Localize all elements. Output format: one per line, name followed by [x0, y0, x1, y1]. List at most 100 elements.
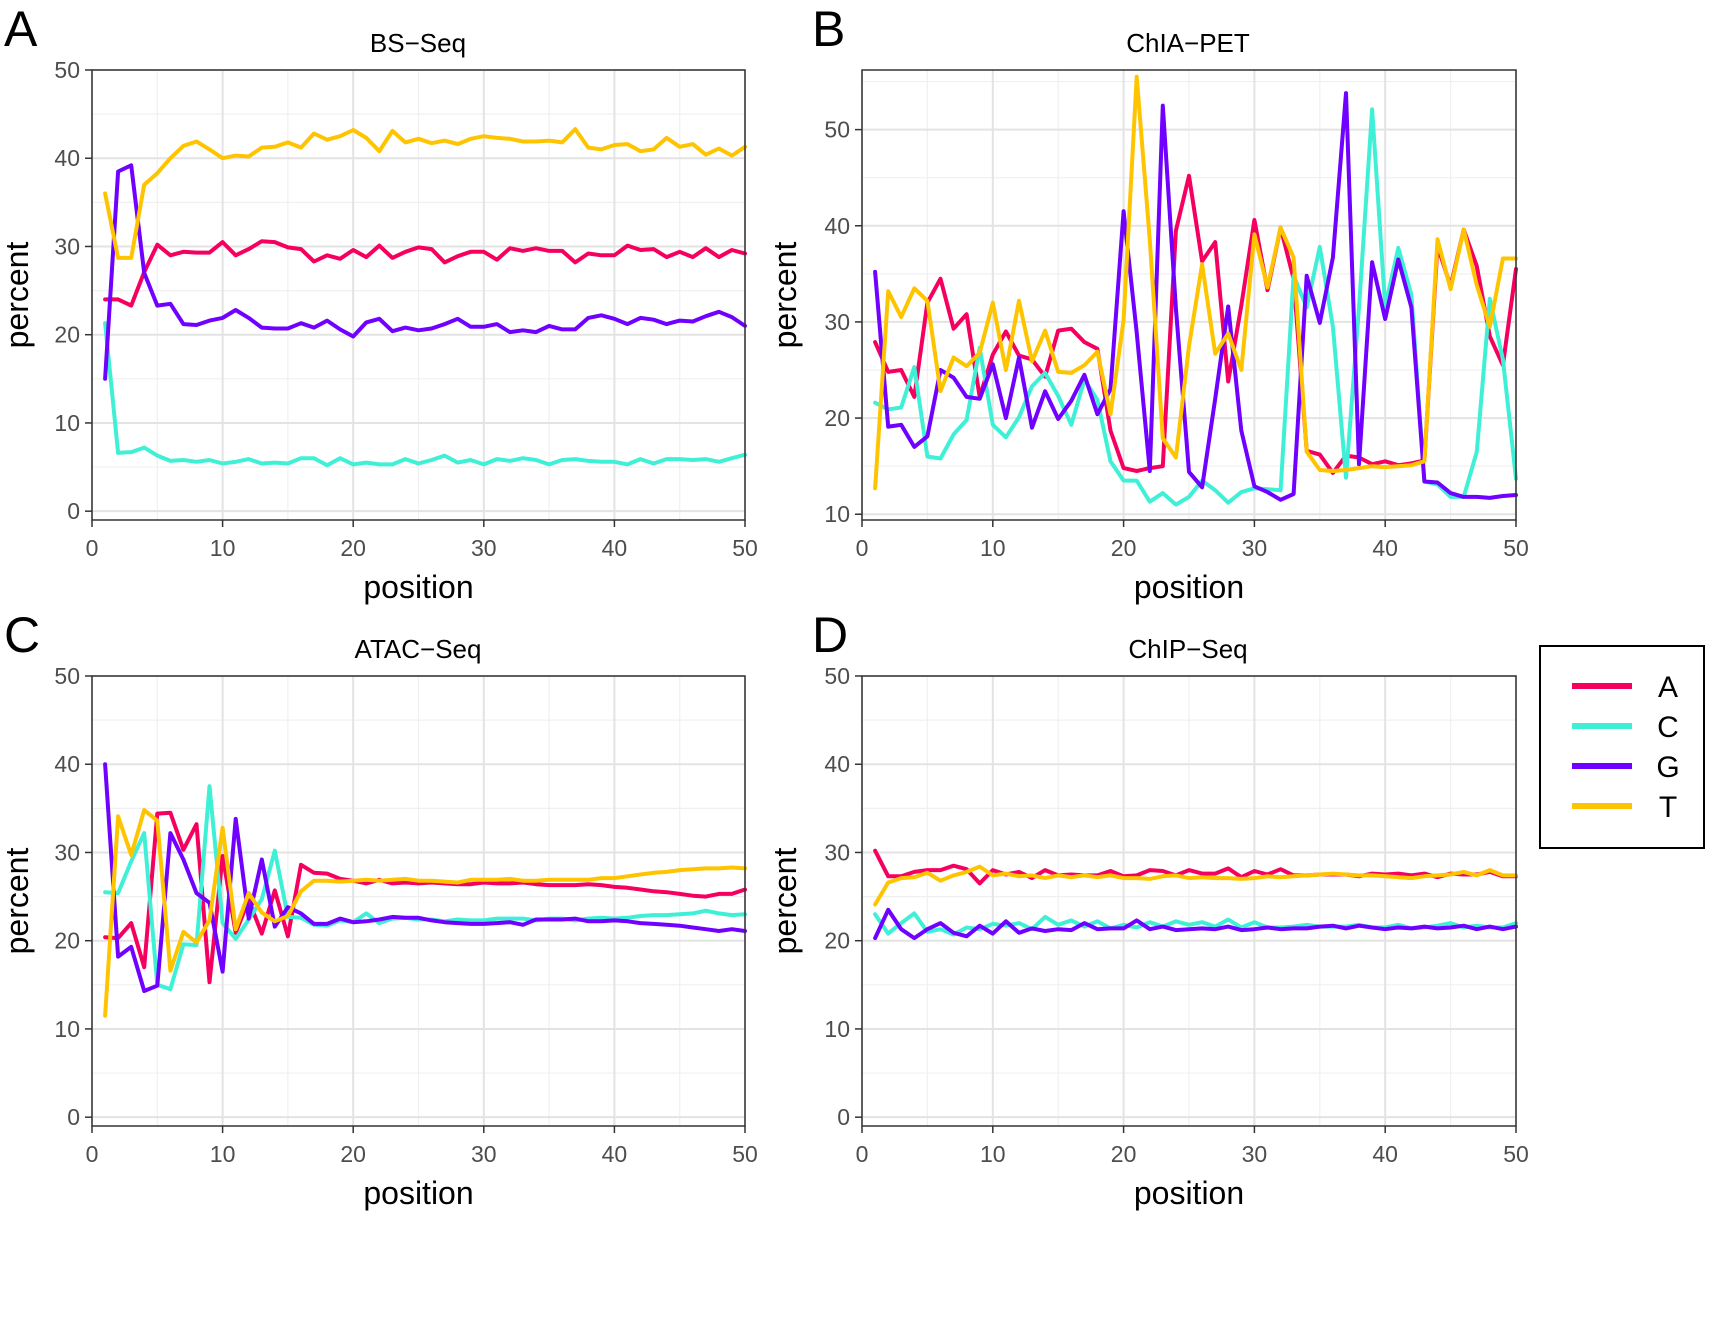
- legend-box: [1539, 645, 1705, 849]
- x-tick-label: 40: [1372, 535, 1398, 561]
- plot-border: [91, 675, 746, 1127]
- y-tick-label: 20: [54, 322, 80, 348]
- y-tick-label: 30: [824, 839, 850, 865]
- series-lines: [103, 762, 747, 1018]
- x-tick-label: 20: [340, 1141, 366, 1167]
- y-tick-label: 40: [824, 213, 850, 239]
- legend-label-g: G: [1656, 751, 1679, 784]
- y-tick-label: 0: [67, 1104, 80, 1130]
- y-tick-label: 20: [54, 928, 80, 954]
- y-tick-label: 50: [824, 663, 850, 689]
- panel-letter: B: [812, 1, 845, 57]
- panel-title: ChIA−PET: [1126, 28, 1250, 58]
- y-tick-label: 10: [824, 501, 850, 527]
- x-axis-label: position: [363, 569, 473, 605]
- panel-title: ATAC−Seq: [355, 634, 482, 664]
- series-line-t: [103, 808, 747, 1018]
- y-tick-label: 30: [54, 839, 80, 865]
- x-axis: 0 10 20 30 40 50 position: [856, 520, 1529, 605]
- series-line-t: [873, 864, 1518, 907]
- y-tick-label: 50: [824, 117, 850, 143]
- y-axis: 0 10 20 30 40 50 percent: [0, 663, 92, 1130]
- x-tick-label: 0: [856, 535, 869, 561]
- series-line-c: [873, 107, 1518, 507]
- legend-label-a: A: [1658, 671, 1678, 704]
- x-tick-label: 10: [210, 535, 236, 561]
- series-lines: [873, 848, 1518, 941]
- plot-border: [861, 69, 1517, 521]
- panel-title: BS−Seq: [370, 28, 466, 58]
- x-axis-label: position: [1134, 1175, 1244, 1211]
- series-line-a: [103, 239, 747, 308]
- x-tick-label: 50: [1503, 1141, 1529, 1167]
- x-axis-label: position: [1134, 569, 1244, 605]
- series-line-g: [103, 163, 747, 381]
- x-tick-label: 20: [1111, 1141, 1137, 1167]
- legend-label-t: T: [1659, 791, 1677, 824]
- legend-label-c: C: [1657, 711, 1679, 744]
- x-tick-label: 0: [856, 1141, 869, 1167]
- x-tick-label: 30: [471, 1141, 497, 1167]
- x-tick-label: 10: [210, 1141, 236, 1167]
- panel-letter: D: [812, 607, 848, 663]
- y-axis-label: percent: [0, 848, 35, 955]
- y-tick-label: 30: [824, 309, 850, 335]
- series-lines: [103, 127, 747, 468]
- panel-letter: A: [4, 1, 38, 57]
- x-axis: 0 10 20 30 40 50 position: [86, 1126, 758, 1211]
- x-axis: 0 10 20 30 40 50 position: [856, 1126, 1529, 1211]
- x-tick-label: 30: [471, 535, 497, 561]
- plot-border: [861, 675, 1517, 1127]
- y-axis: 0 10 20 30 40 50 percent: [0, 57, 92, 524]
- x-tick-label: 30: [1242, 1141, 1268, 1167]
- y-tick-label: 50: [54, 663, 80, 689]
- series-line-g: [873, 907, 1518, 941]
- series-line-a: [873, 848, 1518, 886]
- x-tick-label: 10: [980, 535, 1006, 561]
- y-tick-label: 40: [824, 751, 850, 777]
- x-tick-label: 0: [86, 1141, 99, 1167]
- x-tick-label: 50: [732, 535, 758, 561]
- y-tick-label: 0: [837, 1104, 850, 1130]
- x-tick-label: 20: [340, 535, 366, 561]
- x-tick-label: 30: [1242, 535, 1268, 561]
- x-tick-label: 50: [1503, 535, 1529, 561]
- y-tick-label: 40: [54, 751, 80, 777]
- x-axis-label: position: [363, 1175, 473, 1211]
- y-tick-label: 20: [824, 928, 850, 954]
- y-axis-label: percent: [0, 242, 35, 349]
- gridlines: [91, 675, 746, 1126]
- plot-border: [91, 69, 746, 521]
- series-line-t: [103, 127, 747, 260]
- y-axis: 10 20 30 40 50 percent: [767, 117, 862, 527]
- y-tick-label: 20: [824, 405, 850, 431]
- y-axis: 0 10 20 30 40 50 percent: [767, 663, 862, 1130]
- x-tick-label: 50: [732, 1141, 758, 1167]
- series-line-a: [103, 810, 747, 985]
- x-tick-label: 0: [86, 535, 99, 561]
- y-tick-label: 50: [54, 57, 80, 83]
- y-axis-label: percent: [767, 242, 803, 349]
- panel-c: C ATAC−Seq 0 10 20 30 40 50 position 0 10 20 30 40 50 p…: [0, 607, 758, 1211]
- y-tick-label: 0: [67, 498, 80, 524]
- x-tick-label: 40: [1372, 1141, 1398, 1167]
- y-tick-label: 10: [54, 410, 80, 436]
- series-line-g: [873, 91, 1518, 502]
- y-axis-label: percent: [767, 848, 803, 955]
- panel-title: ChIP−Seq: [1128, 634, 1247, 664]
- panel-letter: C: [4, 607, 40, 663]
- y-tick-label: 40: [54, 145, 80, 171]
- x-axis: 0 10 20 30 40 50 position: [86, 520, 758, 605]
- y-tick-label: 30: [54, 233, 80, 259]
- series-lines: [873, 74, 1518, 507]
- x-tick-label: 40: [602, 1141, 628, 1167]
- y-tick-label: 10: [824, 1016, 850, 1042]
- x-tick-label: 40: [602, 535, 628, 561]
- panel-d: D ChIP−Seq 0 10 20 30 40 50 position 0 10 20 30 40 50 p…: [767, 607, 1529, 1211]
- y-tick-label: 10: [54, 1016, 80, 1042]
- series-line-t: [873, 74, 1518, 491]
- panel-a: A BS−Seq 0 10 20 30 40 50 position 0 10 20 30 40 50 per…: [0, 1, 758, 605]
